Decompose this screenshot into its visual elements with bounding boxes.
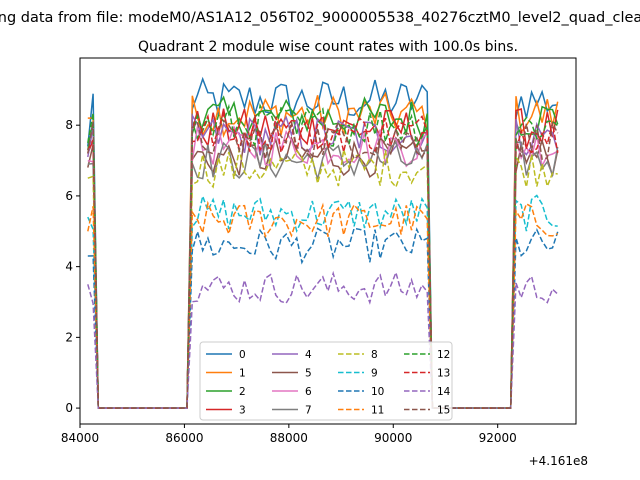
legend-label-13: 13 [437,368,450,380]
x-tick-label: 92000 [479,431,517,445]
legend-label-2: 2 [239,386,246,398]
x-tick-label: 86000 [165,431,203,445]
legend-label-1: 1 [239,368,246,380]
figure-suptitle: Plotting data from file: modeM0/AS1A12_0… [0,10,640,26]
legend-label-0: 0 [239,349,246,361]
x-offset-label: +4.161e8 [529,454,588,468]
x-tick-label: 88000 [270,431,308,445]
legend-label-4: 4 [305,349,312,361]
y-tick-label: 0 [65,401,73,415]
x-tick-label: 90000 [374,431,412,445]
legend-label-14: 14 [437,386,451,398]
chart-title: Quadrant 2 module wise count rates with … [138,39,518,55]
legend-label-6: 6 [305,386,312,398]
y-tick-label: 8 [65,118,73,132]
y-tick-label: 2 [65,330,73,344]
legend-label-11: 11 [371,405,384,417]
legend-label-3: 3 [239,405,246,417]
y-tick-label: 6 [65,189,73,203]
legend-label-5: 5 [305,368,312,380]
x-tick-label: 84000 [61,431,99,445]
plot-area [87,76,559,409]
legend-box [199,341,453,421]
legend-label-15: 15 [437,405,450,417]
legend-label-8: 8 [371,349,378,361]
axes: 84000 86000 88000 90000 92000 0 2 4 6 8 [61,57,577,445]
y-tick-label: 4 [65,260,73,274]
legend-label-10: 10 [371,386,384,398]
legend-label-9: 9 [371,368,378,380]
legend-label-12: 12 [437,349,450,361]
series-line-15 [87,119,559,409]
legend-label-7: 7 [305,405,312,417]
axes-frame [79,57,577,425]
